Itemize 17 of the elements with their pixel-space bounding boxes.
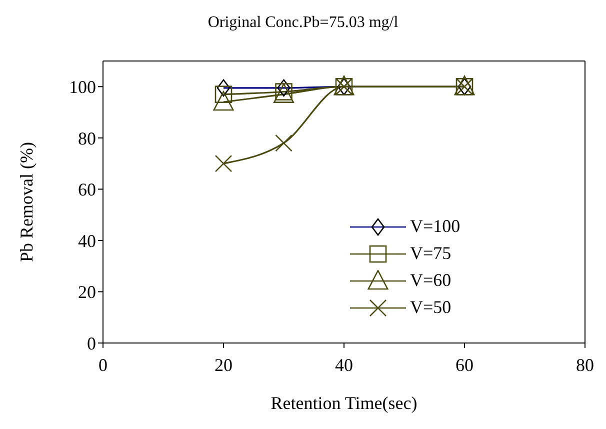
- x-tick-label: 40: [335, 354, 353, 375]
- y-tick-label: 20: [78, 282, 96, 302]
- x-tick-label: 60: [456, 354, 474, 375]
- y-tick-label: 60: [78, 180, 96, 200]
- legend-label: V=100: [410, 216, 460, 237]
- x-axis-title: Retention Time(sec): [270, 393, 418, 413]
- x-tick-label: 80: [576, 354, 594, 375]
- x-tick-label: 20: [214, 354, 232, 375]
- y-tick-label: 100: [69, 77, 96, 98]
- chart-title: Original Conc.Pb=75.03 mg/l: [206, 13, 400, 33]
- y-axis-title: Pb Removal (%): [16, 142, 36, 262]
- legend-label: V=75: [410, 243, 452, 264]
- y-tick-label: 40: [78, 230, 96, 251]
- y-tick-label: 80: [78, 128, 96, 148]
- legend-label: V=50: [410, 297, 452, 318]
- legend-label: V=60: [410, 270, 452, 291]
- y-tick-label: 0: [87, 333, 96, 354]
